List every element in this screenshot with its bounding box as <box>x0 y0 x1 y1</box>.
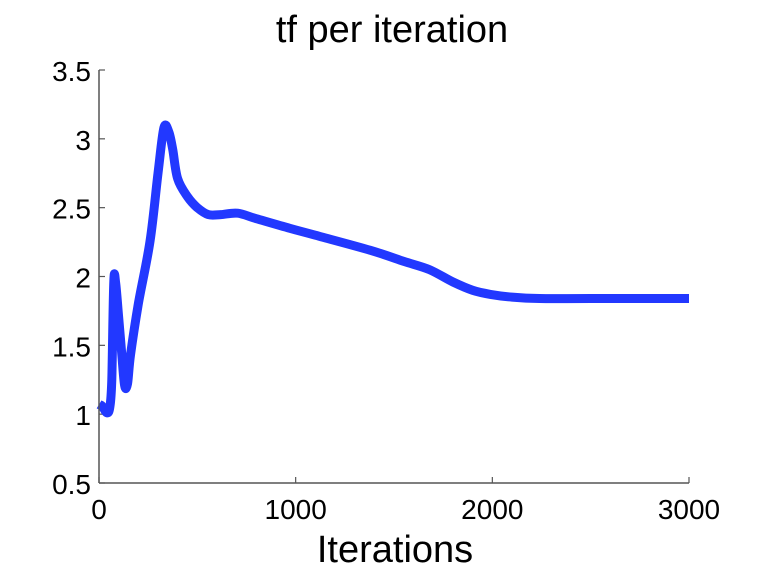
y-tick-label: 1.5 <box>52 331 91 362</box>
x-axis-ticks: 0 1000 2000 3000 <box>91 477 720 525</box>
y-tick-label: 3 <box>75 125 91 156</box>
chart-title: tf per iteration <box>276 9 508 51</box>
series-line-tf <box>96 120 689 418</box>
x-axis-label: Iterations <box>317 529 473 571</box>
x-tick-label: 3000 <box>658 494 720 525</box>
plot-series <box>96 120 689 418</box>
y-axis-ticks: 0.5 1 1.5 2 2.5 3 3.5 <box>52 56 105 500</box>
y-tick-label: 0.5 <box>52 469 91 500</box>
y-tick-label: 2.5 <box>52 194 91 225</box>
x-tick-label: 1000 <box>265 494 327 525</box>
y-tick-label: 2 <box>75 263 91 294</box>
x-tick-label: 2000 <box>461 494 523 525</box>
y-tick-label: 3.5 <box>52 56 91 87</box>
x-tick-label: 0 <box>91 494 107 525</box>
y-tick-label: 1 <box>75 400 91 431</box>
